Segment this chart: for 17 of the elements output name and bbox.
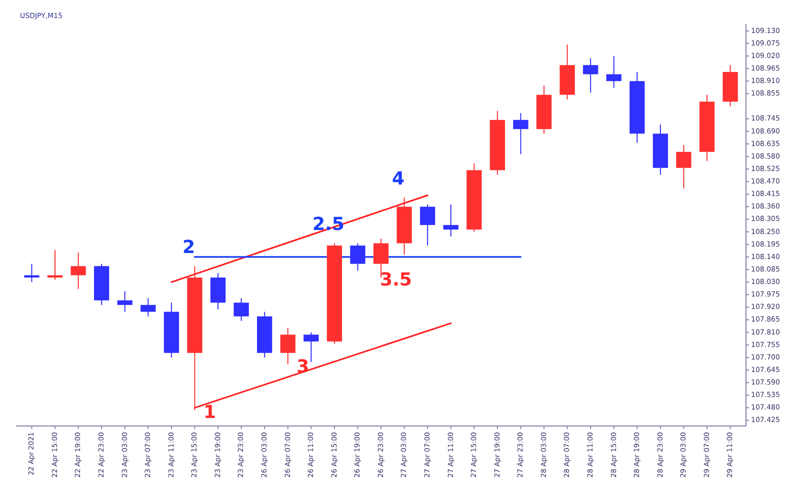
annotation: 3.5 [380,269,412,290]
candlestick [234,298,249,322]
candlestick [350,242,366,272]
candlestick [443,204,458,237]
candlestick [70,252,86,290]
candlestick [676,144,692,189]
candlestick [280,327,296,365]
annotation: 1 [203,402,216,423]
candlestick [420,204,436,246]
candlestick [117,290,132,312]
candlestick [583,58,598,94]
candlestick [606,55,622,88]
candlestick [513,112,528,155]
annotation: 2 [182,237,195,258]
annotation: 4 [392,168,405,190]
candlestick [24,263,40,283]
candlestick [140,298,156,317]
